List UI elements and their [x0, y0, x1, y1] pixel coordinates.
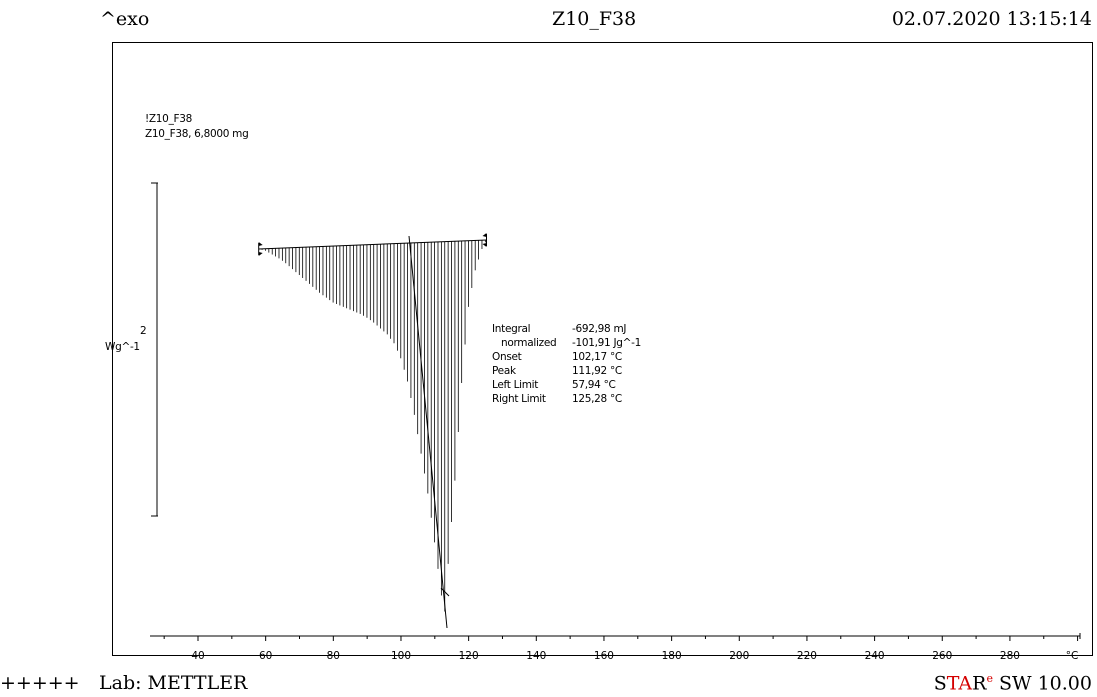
- left-limit-marker-arrow-bottom: [258, 252, 263, 256]
- star-r: R: [972, 672, 987, 695]
- chart-title: Z10_F38: [552, 8, 637, 30]
- datetime: 02.07.2020 13:15:14: [891, 8, 1092, 30]
- exo-label: ^exo: [100, 8, 150, 30]
- x-tick-label: 140: [526, 650, 546, 662]
- star-s: S: [933, 672, 947, 695]
- peak-marker: [440, 587, 450, 597]
- footer-marks: +++++: [0, 672, 80, 694]
- x-tick-label: 200: [729, 650, 749, 662]
- x-axis-unit: °C: [1066, 650, 1079, 662]
- result-label: Peak: [492, 365, 516, 377]
- star-ta: TA: [946, 672, 973, 695]
- onset-tangent: [408, 235, 448, 629]
- x-tick-label: 60: [259, 650, 272, 662]
- x-tick-label: 80: [327, 650, 340, 662]
- software-label: STARe SW 10.00: [934, 672, 1092, 694]
- scale-bar-value: 2: [140, 325, 147, 337]
- integration-hatching: [261, 240, 486, 612]
- x-tick-label: 280: [1000, 650, 1020, 662]
- x-tick-label: 120: [459, 650, 479, 662]
- x-tick-label: 160: [594, 650, 614, 662]
- result-label: Integral: [492, 323, 531, 335]
- sample-mass: Z10_F38, 6,8000 mg: [145, 128, 249, 140]
- x-tick-label: 180: [662, 650, 682, 662]
- plot-frame: [112, 42, 1093, 656]
- curves: [258, 235, 487, 629]
- result-label: normalized: [501, 337, 557, 349]
- x-tick-label: 240: [865, 650, 885, 662]
- x-tick-label: 220: [797, 650, 817, 662]
- footer-lab: Lab: METTLER: [99, 672, 248, 694]
- sample-name: !Z10_F38: [145, 113, 193, 125]
- right-limit-marker-arrow-bottom: [482, 243, 487, 247]
- star-e: e: [986, 672, 993, 685]
- x-tick-label: 40: [191, 650, 204, 662]
- result-label: Onset: [492, 351, 522, 363]
- left-limit-marker-arrow-top: [258, 242, 263, 246]
- result-label: Left Limit: [492, 379, 539, 391]
- x-axis: 40 60 80 100 120 140 160 180 200 220 240 260 280 °C: [150, 633, 1081, 662]
- result-label: Right Limit: [492, 393, 546, 405]
- baseline: [258, 239, 487, 250]
- x-tick-label: 100: [391, 650, 411, 662]
- result-value: 111,92 °C: [572, 365, 622, 377]
- result-value: 102,17 °C: [572, 351, 622, 363]
- result-value: 57,94 °C: [572, 379, 616, 391]
- result-value: 125,28 °C: [572, 393, 622, 405]
- result-value: -101,91 Jg^-1: [572, 337, 641, 349]
- limit-markers: [258, 233, 488, 256]
- result-value: -692,98 mJ: [572, 323, 627, 335]
- right-limit-marker-arrow-top: [482, 233, 487, 237]
- software-version: SW 10.00: [992, 672, 1092, 695]
- scale-bar: [151, 182, 158, 517]
- x-tick-label: 260: [932, 650, 952, 662]
- scale-bar-unit: Wg^-1: [105, 341, 140, 353]
